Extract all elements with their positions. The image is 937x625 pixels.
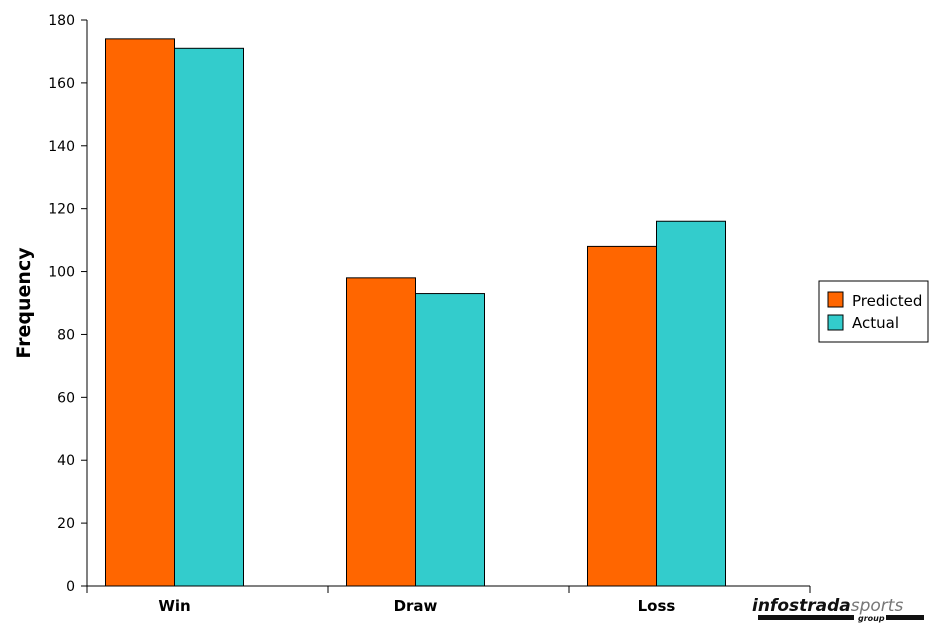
y-tick-label: 20: [57, 516, 75, 532]
y-tick-label: 180: [48, 13, 75, 29]
y-tick-label: 0: [66, 579, 75, 595]
y-tick-label: 80: [57, 327, 75, 343]
legend-label-actual: Actual: [852, 314, 899, 332]
bar-actual-loss: [656, 220, 726, 587]
legend: Predicted Actual: [818, 280, 929, 343]
bar-predicted-win: [105, 38, 175, 587]
x-axis-labels: Win Draw Loss: [158, 597, 675, 615]
y-tick-label: 100: [48, 265, 75, 281]
bar-predicted-draw: [346, 277, 416, 587]
category-label-loss: Loss: [638, 597, 676, 615]
legend-swatch-predicted: [827, 291, 844, 308]
logo-bar-end: [886, 615, 924, 620]
logo-wordmark: infostradasports: [752, 596, 903, 616]
bar-actual-win: [174, 47, 244, 587]
logo-subtext: group: [858, 614, 885, 623]
y-tick-label: 40: [57, 453, 75, 469]
logo-bar: [758, 615, 854, 620]
category-label-win: Win: [158, 597, 190, 615]
infostrada-sports-logo: infostradasports group: [752, 596, 924, 623]
y-tick-label: 160: [48, 76, 75, 92]
legend-box: [818, 280, 929, 343]
category-label-draw: Draw: [394, 597, 438, 615]
y-tick-label: 60: [57, 390, 75, 406]
x-axis-ticks: [86, 586, 811, 593]
y-tick-label: 140: [48, 139, 75, 155]
y-axis-title: Frequency: [13, 247, 35, 359]
y-tick-label: 120: [48, 202, 75, 218]
y-axis-ticks: 0 20 40 60 80 100 120 140 160 180: [48, 13, 87, 595]
bar-predicted-loss: [587, 245, 657, 587]
bar-actual-draw: [415, 293, 485, 587]
bars: [105, 38, 726, 587]
legend-label-predicted: Predicted: [852, 292, 922, 310]
legend-swatch-actual: [827, 314, 844, 331]
